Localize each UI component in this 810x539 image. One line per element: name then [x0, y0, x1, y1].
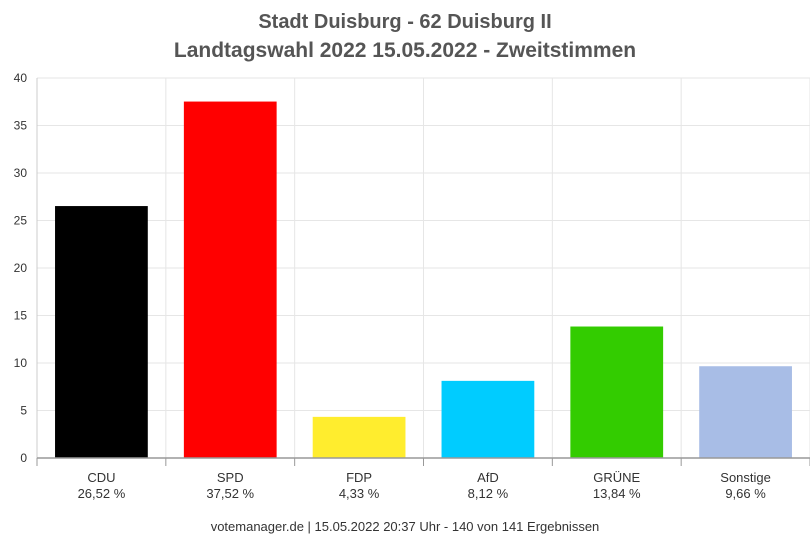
bar-afd — [441, 380, 535, 458]
value-label: 37,52 % — [206, 486, 254, 501]
y-tick-label: 20 — [14, 261, 28, 275]
y-tick-label: 35 — [14, 119, 28, 133]
y-tick-label: 40 — [14, 71, 28, 85]
value-label: 4,33 % — [339, 486, 380, 501]
y-tick-label: 30 — [14, 166, 28, 180]
x-tick-label: SPD — [217, 470, 244, 485]
x-tick-label: FDP — [346, 470, 372, 485]
x-tick-label: GRÜNE — [593, 470, 640, 485]
chart-title-line2: Landtagswahl 2022 15.05.2022 - Zweitstim… — [173, 39, 637, 62]
bar-gr-ne — [570, 326, 664, 458]
value-label: 9,66 % — [725, 486, 766, 501]
y-tick-label: 10 — [14, 356, 28, 370]
value-label: 8,12 % — [468, 486, 509, 501]
bar-spd — [183, 101, 277, 458]
bar-fdp — [312, 416, 406, 458]
x-tick-label: Sonstige — [720, 470, 771, 485]
y-tick-label: 15 — [14, 309, 28, 323]
x-tick-label: AfD — [477, 470, 499, 485]
y-tick-label: 25 — [14, 214, 28, 228]
value-label: 26,52 % — [78, 486, 126, 501]
bar-cdu — [55, 206, 148, 458]
x-tick-label: CDU — [87, 470, 115, 485]
value-label: 13,84 % — [593, 486, 641, 501]
bar-sonstige — [699, 366, 792, 458]
chart-title-line1: Stadt Duisburg - 62 Duisburg II — [258, 11, 552, 33]
y-tick-label: 5 — [20, 404, 27, 418]
footer-source: votemanager.de | 15.05.2022 20:37 Uhr - … — [210, 519, 600, 534]
y-tick-label: 0 — [20, 451, 27, 465]
